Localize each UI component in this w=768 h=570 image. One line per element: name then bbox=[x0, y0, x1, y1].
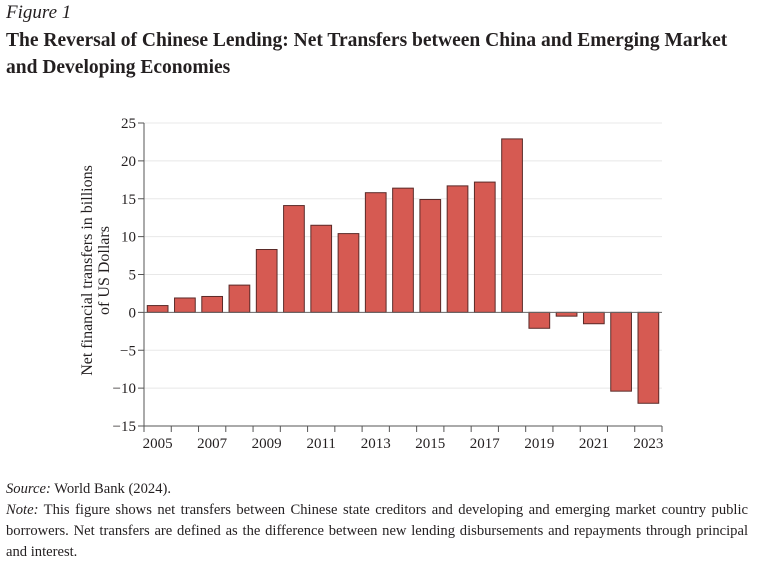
source-text: World Bank (2024). bbox=[50, 481, 171, 497]
bar-2021 bbox=[582, 311, 605, 325]
bar-2013 bbox=[364, 192, 387, 313]
note-text: This figure shows net transfers between … bbox=[6, 502, 748, 560]
x-tick-label: 2019 bbox=[524, 436, 554, 452]
bar-2012 bbox=[337, 233, 360, 313]
y-tick-label: −15 bbox=[113, 419, 136, 435]
x-tick-label: 2017 bbox=[470, 436, 501, 452]
bar-2005 bbox=[146, 305, 169, 313]
chart-title: The Reversal of Chinese Lending: Net Tra… bbox=[6, 30, 728, 78]
bar-2015 bbox=[419, 199, 442, 313]
y-tick-label: 15 bbox=[121, 192, 136, 208]
y-tick-label: 25 bbox=[121, 116, 136, 132]
note-line: Note: This figure shows net transfers be… bbox=[6, 500, 748, 563]
bar-2022 bbox=[610, 311, 632, 392]
bar-2018 bbox=[501, 138, 523, 313]
bars bbox=[146, 138, 660, 404]
bar-2014 bbox=[392, 187, 414, 313]
y-axis-ticks: 25 20 15 10 5 0 −5 −10 −15 bbox=[113, 116, 144, 435]
y-axis-label-line: Net financial transfers in billions bbox=[79, 165, 96, 376]
bar-2009 bbox=[255, 249, 278, 313]
y-tick-label: 5 bbox=[129, 268, 137, 284]
x-tick-label: 2013 bbox=[361, 436, 391, 452]
bar-2017 bbox=[473, 181, 496, 313]
bar-2023 bbox=[637, 311, 660, 404]
y-tick-label: 20 bbox=[121, 154, 136, 170]
bar-2020 bbox=[555, 311, 578, 317]
bar-2007 bbox=[201, 295, 224, 313]
x-tick-label: 2015 bbox=[415, 436, 445, 452]
figure-footer: Source: World Bank (2024). Note: This fi… bbox=[6, 479, 748, 563]
bar-2016 bbox=[446, 185, 469, 313]
y-tick-label: 0 bbox=[129, 305, 137, 321]
bar-2010 bbox=[283, 205, 305, 313]
x-tick-label: 2007 bbox=[197, 436, 228, 452]
y-tick-label: −10 bbox=[113, 381, 136, 397]
source-line: Source: World Bank (2024). bbox=[6, 479, 748, 500]
figure-label: Figure 1 bbox=[6, 2, 72, 23]
source-label: Source: bbox=[6, 481, 51, 497]
x-tick-label: 2011 bbox=[306, 436, 335, 452]
bar-2006 bbox=[174, 297, 196, 313]
x-tick-label: 2005 bbox=[143, 436, 173, 452]
y-axis-label: Net financial transfers in billions of US… bbox=[79, 165, 113, 376]
bar-2008 bbox=[228, 284, 251, 313]
x-axis-ticks: 2005 2007 2009 2011 2013 2015 2017 2019 2021 2023 bbox=[143, 426, 663, 452]
y-axis-label-line: of US Dollars bbox=[96, 226, 113, 315]
bar-2011 bbox=[310, 224, 333, 313]
x-tick-label: 2009 bbox=[252, 436, 282, 452]
x-tick-label: 2021 bbox=[579, 436, 609, 452]
y-tick-label: −5 bbox=[120, 343, 136, 359]
note-label: Note: bbox=[6, 502, 39, 518]
bar-2019 bbox=[528, 311, 551, 329]
x-tick-label: 2023 bbox=[633, 436, 663, 452]
y-tick-label: 10 bbox=[121, 230, 136, 246]
